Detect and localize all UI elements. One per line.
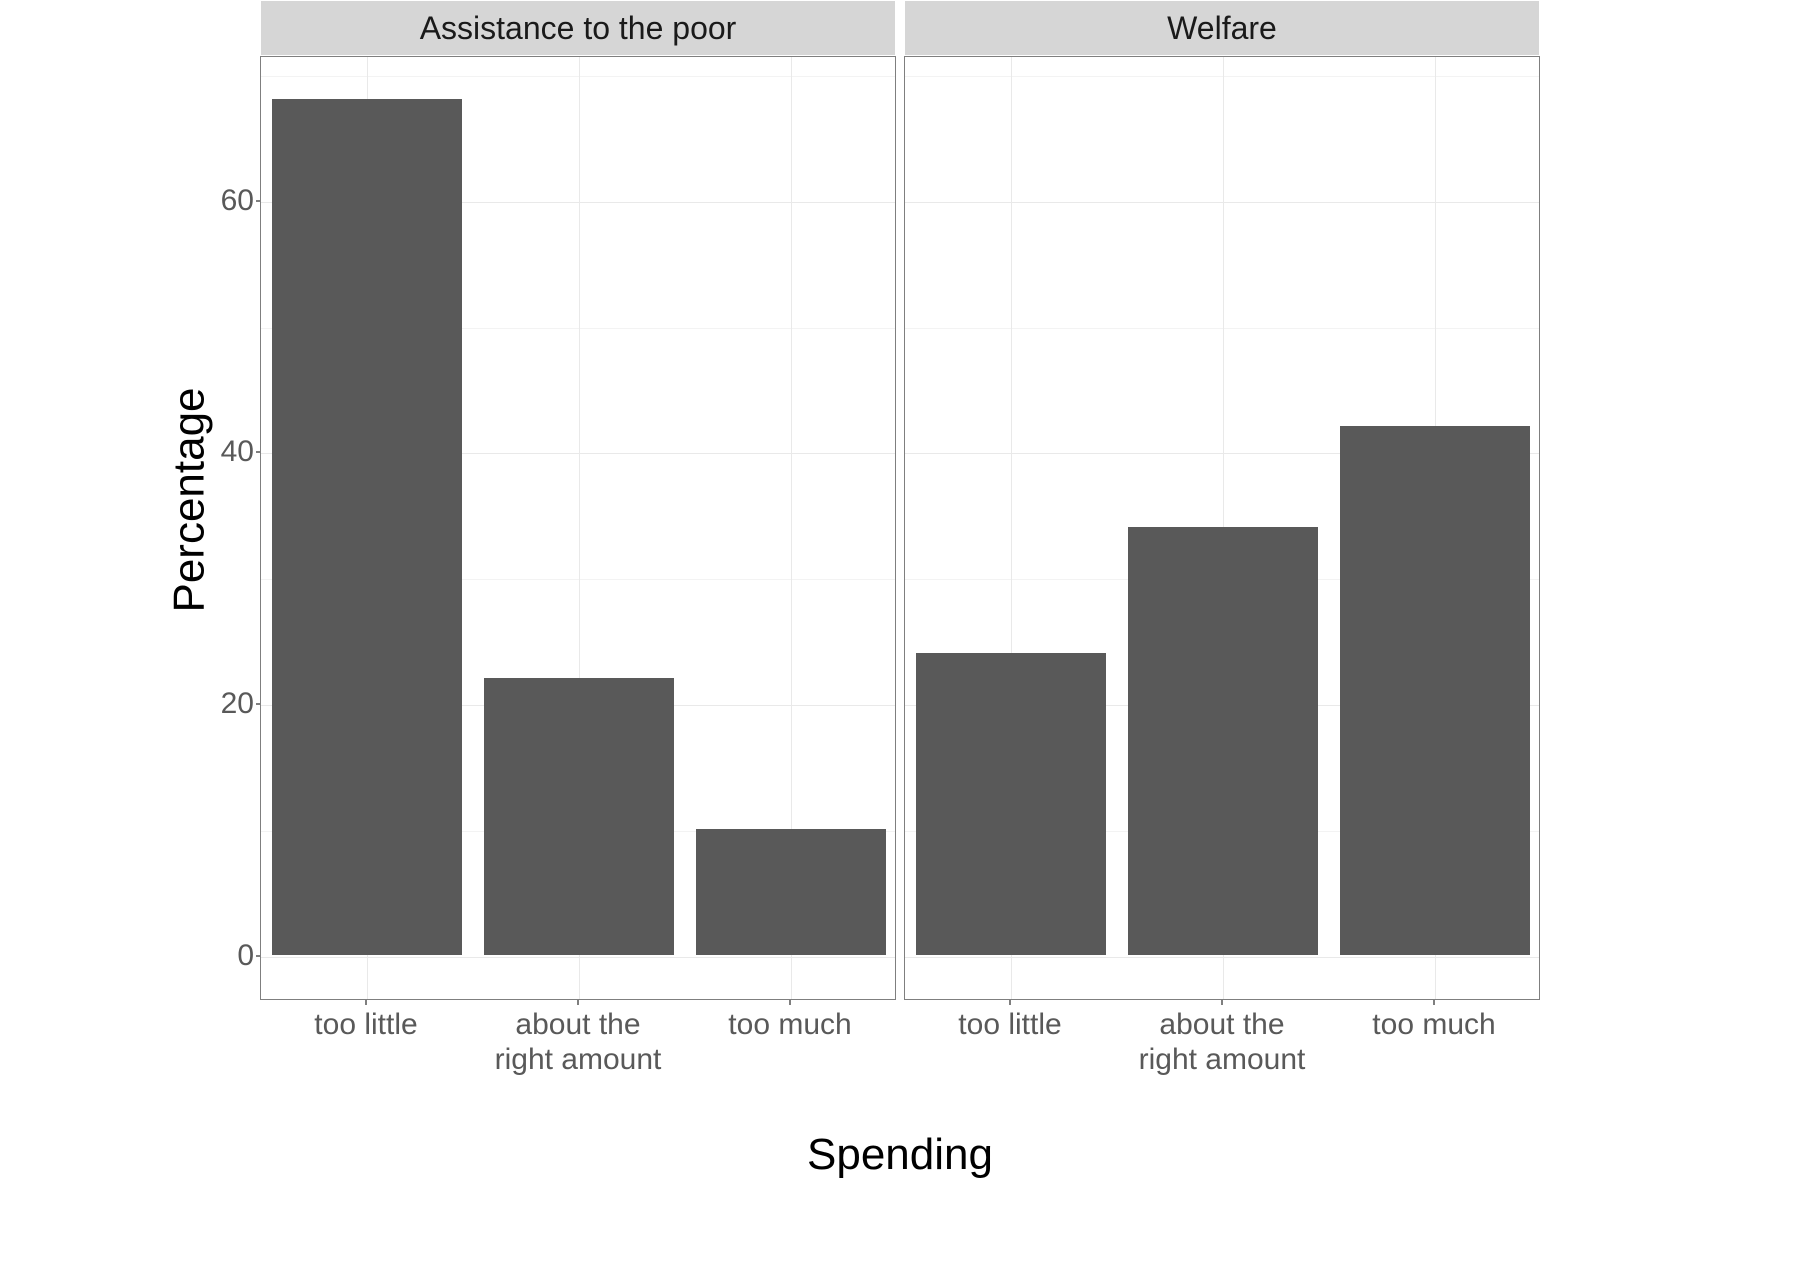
bar <box>484 678 675 955</box>
y-tick-mark <box>256 200 260 202</box>
facet-strip: Assistance to the poor <box>260 0 896 56</box>
facet-panel: Assistance to the poor <box>260 0 896 1000</box>
x-tick-mark <box>789 1000 791 1005</box>
x-tick-mark <box>1433 1000 1435 1005</box>
bar <box>1340 426 1531 955</box>
x-tick-label: about the right amount <box>495 1008 662 1077</box>
plot-area <box>904 56 1540 1000</box>
bar <box>916 653 1107 955</box>
chart-panels: Assistance to the poor Welfare <box>260 0 1540 1180</box>
y-tick-mark <box>256 703 260 705</box>
bar <box>272 99 463 955</box>
x-tick-mark <box>1221 1000 1223 1005</box>
x-axis-title: Spending <box>260 1130 1540 1180</box>
facet-label: Welfare <box>1167 10 1277 47</box>
bar <box>696 829 887 955</box>
y-tick-mark <box>256 955 260 957</box>
bars-group <box>261 57 895 999</box>
y-tick-label: 40 <box>210 435 254 469</box>
x-tick-mark <box>365 1000 367 1005</box>
y-tick-label: 0 <box>210 939 254 973</box>
facet-panel: Welfare <box>904 0 1540 1000</box>
plot-area <box>260 56 896 1000</box>
x-tick-label: too much <box>728 1008 851 1043</box>
bars-group <box>905 57 1539 999</box>
y-tick-label: 60 <box>210 184 254 218</box>
bar <box>1128 527 1319 955</box>
y-tick-label: 20 <box>210 687 254 721</box>
x-tick-label: too little <box>958 1008 1061 1043</box>
y-axis-title-text: Percentage <box>165 387 215 612</box>
y-axis-tick-labels: 0 20 40 60 <box>210 0 254 1000</box>
facet-label: Assistance to the poor <box>420 10 737 47</box>
facet-strip: Welfare <box>904 0 1540 56</box>
x-tick-label: about the right amount <box>1139 1008 1306 1077</box>
y-tick-mark <box>256 451 260 453</box>
x-tick-label: too much <box>1372 1008 1495 1043</box>
x-tick-label: too little <box>314 1008 417 1043</box>
x-tick-mark <box>1009 1000 1011 1005</box>
x-tick-mark <box>577 1000 579 1005</box>
x-axis-title-text: Spending <box>807 1130 993 1179</box>
